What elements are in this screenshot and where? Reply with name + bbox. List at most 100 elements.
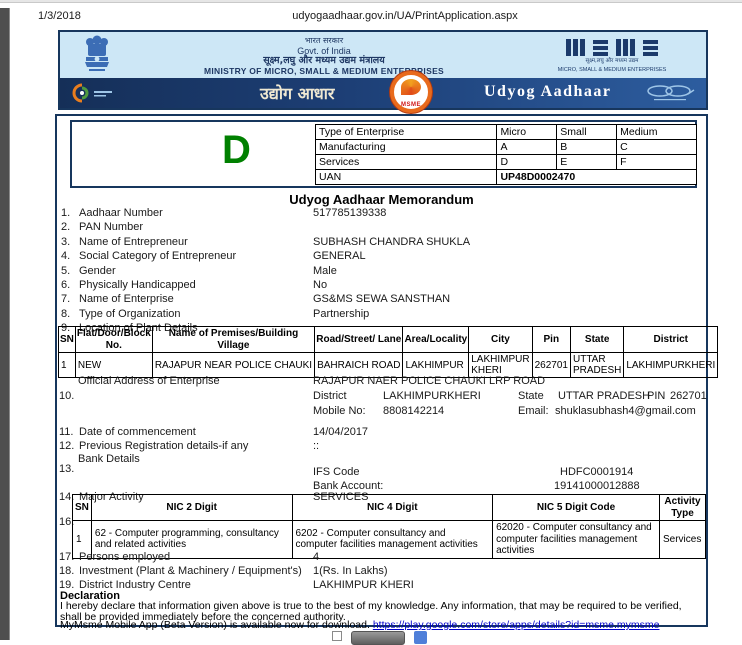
nic-header-cell: NIC 4 Digit [291, 494, 494, 521]
india-emblem-icon [78, 35, 116, 76]
play-store-link[interactable]: https://play.google.com/store/apps/detai… [372, 619, 660, 631]
field-label: PAN Number [79, 221, 143, 234]
field-num: 18. [59, 565, 75, 577]
email-value: shuklasubhash4@gmail.com [555, 405, 696, 417]
uan-label-cell: UAN [314, 169, 498, 185]
field-value: 517785139338 [313, 207, 387, 219]
enterprise-header-cell: Micro [496, 124, 558, 140]
field-value: LAKHIMPUR KHERI [313, 579, 414, 591]
enterprise-cell: Services [314, 154, 498, 170]
bank-account-label: Bank Account: [313, 480, 384, 492]
field-value: Partnership [313, 307, 370, 320]
pin-label: PIN [647, 390, 666, 402]
print-url: udyogaadhaar.gov.in/UA/PrintApplication.… [292, 10, 518, 22]
digital-india-icon [72, 82, 116, 107]
nic-header-cell: Activity Type [658, 494, 707, 521]
field-row: 2. PAN Number [60, 220, 700, 234]
footer-blue-icon[interactable] [414, 631, 427, 644]
plant-cell: UTTAR PRADESH [569, 352, 625, 378]
nic-activity-table: SN NIC 2 Digit NIC 4 Digit NIC 5 Digit C… [72, 494, 707, 559]
declaration-text: I hereby declare that information given … [60, 600, 682, 623]
field-value: 1(Rs. In Lakhs) [313, 565, 388, 577]
footer-print-button[interactable] [351, 631, 405, 645]
uan-value-cell: UP48D0002470 [496, 169, 697, 185]
window-left-edge [0, 8, 10, 640]
nic-cell: 62 - Computer programming, consultancy a… [90, 520, 293, 559]
plant-cell: NEW [74, 352, 153, 378]
ifs-code-label: IFS Code [313, 466, 360, 478]
plant-cell: BAHRAICH ROAD [314, 352, 404, 378]
enterprise-header-cell: Small [556, 124, 618, 140]
footer-controls [332, 631, 427, 645]
field-num: 6. [61, 278, 71, 291]
email-label: Email: [518, 405, 549, 417]
state-value: UTTAR PRADESH [558, 390, 651, 402]
field-row: 1. Aadhaar Number 517785139338 [60, 206, 700, 220]
official-address-label: Official Address of Enterprise [78, 375, 220, 387]
category-box: D Type of Enterprise Micro Small Medium … [70, 120, 697, 188]
enterprise-cell: F [616, 154, 697, 170]
table-row: Services D E F [314, 154, 697, 170]
field-row: 3. Name of Entrepreneur SUBHASH CHANDRA SH… [60, 235, 700, 249]
field-value: No [313, 278, 328, 291]
nic-cell: 62020 - Computer consultancy and compute… [492, 520, 660, 559]
plant-header-cell: District [623, 326, 719, 353]
enterprise-cell: C [616, 139, 697, 155]
plant-header-cell: Road/Street/ Lane [314, 326, 404, 353]
plant-header-cell: Area/Locality [402, 326, 470, 353]
plant-header-cell: Flat/Door/Block No. [74, 326, 153, 353]
banner-ministry-text: भारत सरकार Govt. of India सूक्ष्म,लघु और… [116, 34, 532, 76]
field-num: 12. [59, 440, 75, 452]
plant-header-cell: City [468, 326, 533, 353]
field-num: 7. [61, 293, 71, 306]
table-row: Manufacturing A B C [314, 139, 697, 155]
udyog-aadhaar-bar: उद्योग आधार MSME Udyog Aadhaar [60, 71, 706, 113]
field-value: 14/04/2017 [313, 426, 369, 438]
plant-cell: 1 [58, 352, 76, 378]
msme-caption-hindi: सूक्ष्म,लघु और मध्यम उद्यम [585, 57, 639, 64]
field-label: Type of Organization [79, 307, 181, 320]
field-num: 17. [59, 551, 75, 563]
print-date: 1/3/2018 [38, 10, 81, 22]
plant-cell: LAKHIMPUR KHERI [468, 352, 533, 378]
nic-header-cell: SN [72, 494, 92, 521]
field-label: Social Category of Entrepreneur [79, 250, 237, 263]
field-label: Gender [79, 264, 116, 277]
district-label: District [313, 390, 347, 402]
plant-location-table: SN Flat/Door/Block No. Name of Premises/… [58, 326, 719, 378]
plant-cell: RAJAPUR NEAR POLICE CHAUKI [151, 352, 316, 378]
udyog-aadhaar-badge-icon: MSME [390, 71, 432, 113]
field-value: SUBHASH CHANDRA SHUKLA [313, 235, 471, 248]
pin-value: 262701 [670, 390, 707, 402]
field-label: Name of Enterprise [79, 293, 174, 306]
bank-account-value: 19141000012888 [554, 480, 640, 492]
field-label: Investment (Plant & Machinery / Equipmen… [79, 565, 302, 577]
field-label: Aadhaar Number [79, 207, 163, 219]
field-num: 10. [59, 390, 75, 402]
field-num: 16. [59, 516, 75, 528]
enterprise-header-cell: Type of Enterprise [314, 124, 498, 140]
ministry-english: MINISTRY OF MICRO, SMALL & MEDIUM ENTERP… [203, 66, 445, 77]
field-value: GENERAL [313, 250, 366, 263]
field-label: Name of Entrepreneur [79, 235, 188, 248]
bank-details-label: Bank Details [78, 453, 140, 465]
plant-header-cell: State [569, 326, 625, 353]
field-num: 1. [61, 207, 71, 219]
field-label: District Industry Centre [79, 579, 191, 591]
signature-pen-icon [644, 84, 696, 105]
field-num: 3. [61, 235, 71, 248]
declaration-heading: Declaration [60, 590, 120, 602]
msme-bars-icon [532, 38, 692, 56]
table-row: 1 62 - Computer programming, consultancy… [72, 520, 707, 559]
field-num: 2. [61, 221, 71, 234]
enterprise-type-table: Type of Enterprise Micro Small Medium Ma… [314, 124, 697, 185]
nic-cell: 6202 - Computer consultancy and computer… [291, 520, 494, 559]
memorandum-document: D Type of Enterprise Micro Small Medium … [55, 114, 719, 631]
plant-header-cell: Name of Premises/Building Village [151, 326, 316, 353]
district-value: LAKHIMPURKHERI [383, 390, 481, 402]
table-row: 1 NEW RAJAPUR NEAR POLICE CHAUKI BAHRAIC… [58, 352, 719, 378]
table-header-row: SN Flat/Door/Block No. Name of Premises/… [58, 326, 719, 353]
mymsme-text: MyMsme Mobile App (Beta Version) is avai… [60, 619, 373, 631]
enterprise-header-cell: Medium [616, 124, 697, 140]
